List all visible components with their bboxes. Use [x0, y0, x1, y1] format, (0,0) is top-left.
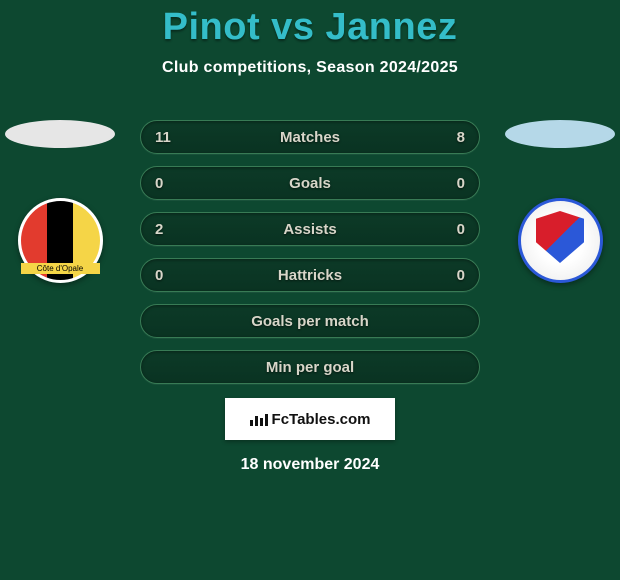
- stat-left-value: 0: [155, 267, 179, 284]
- stat-label: Assists: [283, 221, 336, 238]
- club-badge-right[interactable]: [518, 198, 603, 283]
- stat-right-value: 0: [441, 175, 465, 192]
- club-badge-left[interactable]: [18, 198, 103, 283]
- comparison-title: Pinot vs Jannez: [0, 0, 620, 49]
- stat-right-value: 8: [441, 129, 465, 146]
- stat-label: Goals per match: [251, 313, 369, 330]
- snapshot-date: 18 november 2024: [0, 456, 620, 474]
- stat-left-value: 2: [155, 221, 179, 238]
- stat-row-mpg: Min per goal: [140, 350, 480, 384]
- player-right-silhouette: [505, 120, 615, 148]
- stat-left-value: 11: [155, 129, 179, 146]
- stat-left-value: 0: [155, 175, 179, 192]
- chart-icon: [250, 412, 268, 426]
- player-left-silhouette: [5, 120, 115, 148]
- stat-row-assists: 2 Assists 0: [140, 212, 480, 246]
- stat-right-value: 0: [441, 267, 465, 284]
- player-left-zone: [0, 120, 120, 283]
- stat-row-goals: 0 Goals 0: [140, 166, 480, 200]
- stat-row-matches: 11 Matches 8: [140, 120, 480, 154]
- stat-label: Goals: [289, 175, 331, 192]
- brand-text: FcTables.com: [272, 411, 371, 428]
- player-right-zone: [500, 120, 620, 283]
- stats-container: 11 Matches 8 0 Goals 0 2 Assists 0 0 Hat…: [140, 120, 480, 384]
- stat-label: Hattricks: [278, 267, 342, 284]
- stat-label: Matches: [280, 129, 340, 146]
- brand-link[interactable]: FcTables.com: [225, 398, 395, 440]
- stat-right-value: 0: [441, 221, 465, 238]
- stat-row-hattricks: 0 Hattricks 0: [140, 258, 480, 292]
- stat-row-gpm: Goals per match: [140, 304, 480, 338]
- comparison-subtitle: Club competitions, Season 2024/2025: [0, 59, 620, 77]
- stat-label: Min per goal: [266, 359, 354, 376]
